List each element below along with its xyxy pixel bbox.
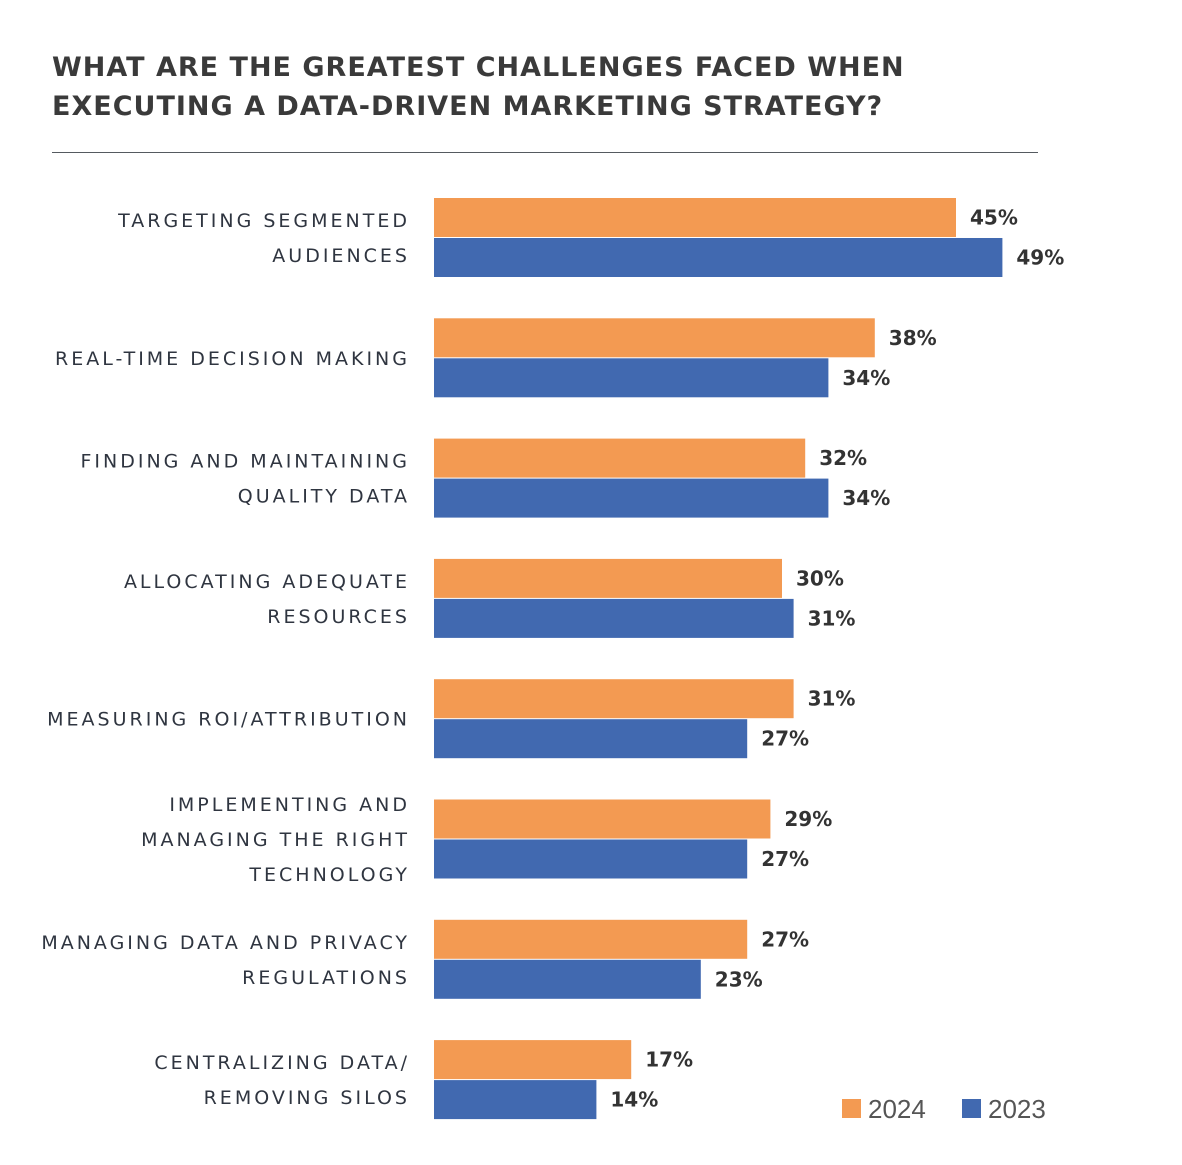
category-label: CENTRALIZING DATA/ — [154, 1052, 410, 1074]
category-group: 30% 31% ALLOCATING ADEQUATE RESOURCES — [124, 558, 856, 638]
category-group: 27% 23% MANAGING DATA AND PRIVACY REGULATIO… — [41, 919, 809, 999]
bar-2024 — [434, 799, 771, 839]
category-group: 31% 27% MEASURING ROI/ATTRIBUTION — [47, 679, 856, 759]
category-label: QUALITY DATA — [238, 486, 410, 508]
category-group: 29% 27% IMPLEMENTING AND MANAGING THE RIGHT… — [141, 794, 832, 886]
legend-swatch-2023 — [962, 1099, 981, 1118]
bar-2024 — [434, 919, 748, 959]
data-label-2023: 14% — [610, 1088, 658, 1112]
bar-2024 — [434, 438, 806, 478]
category-group: 32% 34% FINDING AND MAINTAINING QUALITY DAT… — [80, 438, 890, 518]
data-label-2024: 27% — [761, 927, 809, 951]
data-label-2024: 45% — [970, 206, 1018, 230]
category-label: IMPLEMENTING AND — [169, 794, 410, 816]
bar-2023 — [434, 358, 829, 398]
category-label: TECHNOLOGY — [248, 864, 410, 886]
category-label: FINDING AND MAINTAINING — [80, 451, 410, 473]
bar-2024 — [434, 318, 875, 358]
category-label: MANAGING THE RIGHT — [141, 829, 410, 851]
legend-swatch-2024 — [842, 1099, 861, 1118]
category-group: 17% 14% CENTRALIZING DATA/REMOVING SILOS — [154, 1040, 693, 1120]
category-label: TARGETING SEGMENTED — [117, 210, 410, 232]
category-label: ALLOCATING ADEQUATE — [124, 571, 410, 593]
data-label-2023: 34% — [842, 366, 890, 390]
bar-2023 — [434, 959, 701, 999]
bar-2024 — [434, 679, 794, 719]
bars-layer: 45% 49% TARGETING SEGMENTED AUDIENCES 38% 34%… — [41, 198, 1064, 1120]
category-label: REMOVING SILOS — [204, 1087, 410, 1109]
data-label-2023: 34% — [842, 486, 890, 510]
bar-2024 — [434, 198, 956, 237]
category-label: MANAGING DATA AND PRIVACY — [41, 932, 410, 954]
category-label: REGULATIONS — [242, 967, 410, 989]
bar-2023 — [434, 478, 829, 518]
data-label-2023: 27% — [761, 847, 809, 871]
legend-label-2024: 2024 — [868, 1094, 926, 1124]
chart-title: WHAT ARE THE GREATEST CHALLENGES FACED W… — [52, 52, 905, 122]
bar-2023 — [434, 839, 748, 879]
data-label-2024: 32% — [819, 446, 867, 470]
data-label-2023: 27% — [761, 727, 809, 751]
category-label: RESOURCES — [267, 606, 410, 628]
data-label-2024: 17% — [645, 1048, 693, 1072]
data-label-2023: 23% — [715, 967, 763, 991]
data-label-2024: 31% — [808, 687, 856, 711]
bar-2023 — [434, 238, 1003, 277]
bar-2023 — [434, 1080, 597, 1120]
bar-2023 — [434, 598, 794, 638]
data-label-2024: 38% — [889, 326, 937, 350]
title-divider — [52, 152, 1038, 153]
data-label-2023: 31% — [808, 606, 856, 630]
data-label-2024: 30% — [796, 566, 844, 590]
category-group: 38% 34% REAL-TIME DECISION MAKING — [55, 318, 937, 398]
bar-2024 — [434, 558, 782, 598]
legend-label-2023: 2023 — [988, 1094, 1046, 1124]
legend: 2024 2023 — [842, 1094, 1046, 1124]
category-label: AUDIENCES — [272, 245, 410, 267]
bar-2024 — [434, 1040, 632, 1080]
data-label-2023: 49% — [1016, 246, 1064, 270]
bar-2023 — [434, 719, 748, 759]
data-label-2024: 29% — [784, 807, 832, 831]
category-label: REAL-TIME DECISION MAKING — [55, 348, 410, 370]
category-label: MEASURING ROI/ATTRIBUTION — [47, 709, 410, 731]
category-group: 45% 49% TARGETING SEGMENTED AUDIENCES — [117, 198, 1064, 277]
